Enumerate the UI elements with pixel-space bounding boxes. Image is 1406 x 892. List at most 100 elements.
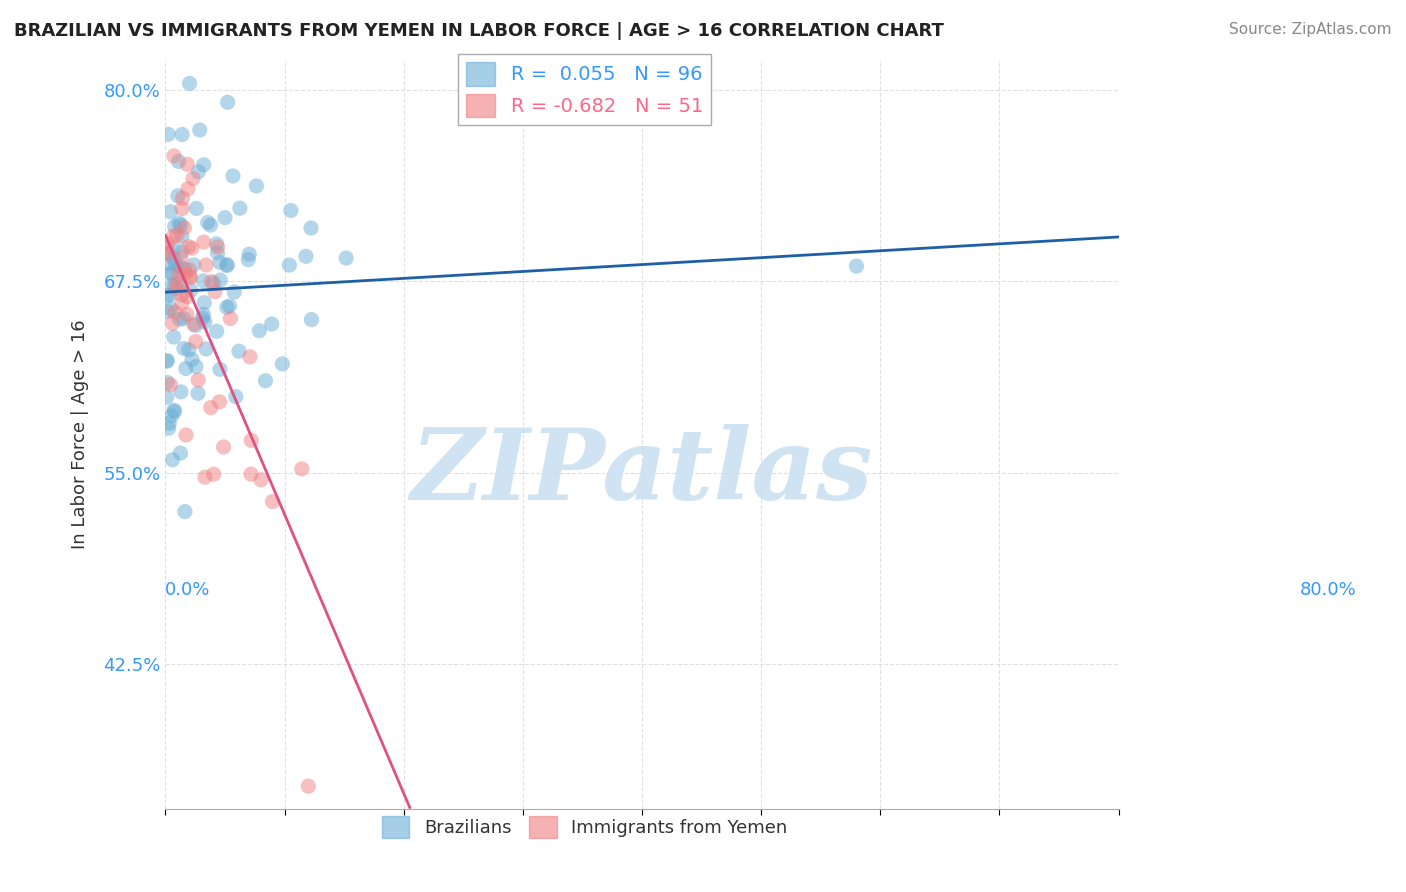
Immigrants from Yemen: [157, 236, 180, 251]
Immigrants from Yemen: [200, 275, 222, 289]
Brazilians: [254, 374, 277, 388]
Brazilians: [163, 219, 186, 234]
Text: Source: ZipAtlas.com: Source: ZipAtlas.com: [1229, 22, 1392, 37]
Brazilians: [177, 343, 200, 357]
Brazilians: [157, 417, 180, 431]
Brazilians: [156, 353, 179, 368]
Immigrants from Yemen: [155, 241, 177, 255]
Immigrants from Yemen: [162, 316, 184, 330]
Brazilians: [215, 258, 238, 272]
Brazilians: [169, 277, 191, 291]
Brazilians: [155, 354, 177, 368]
Brazilians: [162, 252, 184, 266]
Brazilians: [202, 276, 225, 290]
Brazilians: [163, 242, 186, 256]
Immigrants from Yemen: [181, 171, 204, 186]
Brazilians: [195, 342, 218, 356]
Brazilians: [172, 128, 194, 142]
Immigrants from Yemen: [176, 308, 198, 322]
Immigrants from Yemen: [240, 467, 263, 482]
Brazilians: [229, 201, 252, 215]
Brazilians: [187, 386, 209, 401]
Immigrants from Yemen: [163, 305, 186, 319]
Brazilians: [173, 342, 195, 356]
Immigrants from Yemen: [262, 494, 284, 508]
Brazilians: [169, 446, 191, 460]
Brazilians: [157, 128, 180, 142]
Brazilians: [163, 403, 186, 417]
Immigrants from Yemen: [170, 202, 193, 216]
Brazilians: [156, 304, 179, 318]
Brazilians: [197, 215, 219, 229]
Immigrants from Yemen: [219, 311, 242, 326]
Brazilians: [193, 274, 215, 288]
Text: 0.0%: 0.0%: [166, 581, 211, 599]
Text: 80.0%: 80.0%: [1301, 581, 1357, 599]
Brazilians: [224, 285, 246, 299]
Brazilians: [335, 251, 357, 265]
Brazilians: [184, 318, 207, 333]
Brazilians: [208, 362, 231, 376]
Brazilians: [299, 221, 322, 235]
Brazilians: [222, 169, 245, 183]
Brazilians: [159, 266, 181, 280]
Brazilians: [163, 330, 186, 344]
Brazilians: [208, 255, 231, 269]
Immigrants from Yemen: [173, 220, 195, 235]
Immigrants from Yemen: [240, 434, 263, 448]
Brazilians: [179, 77, 201, 91]
Immigrants from Yemen: [195, 258, 218, 272]
Y-axis label: In Labor Force | Age > 16: In Labor Force | Age > 16: [72, 319, 89, 549]
Immigrants from Yemen: [179, 269, 201, 284]
Brazilians: [209, 273, 232, 287]
Brazilians: [173, 311, 195, 326]
Brazilians: [194, 315, 217, 329]
Brazilians: [155, 390, 177, 404]
Brazilians: [160, 267, 183, 281]
Brazilians: [238, 252, 260, 267]
Immigrants from Yemen: [200, 401, 222, 415]
Brazilians: [160, 409, 183, 423]
Immigrants from Yemen: [159, 377, 181, 392]
Legend: Brazilians, Immigrants from Yemen: Brazilians, Immigrants from Yemen: [375, 809, 794, 845]
Immigrants from Yemen: [184, 334, 207, 349]
Immigrants from Yemen: [212, 440, 235, 454]
Brazilians: [193, 295, 215, 310]
Immigrants from Yemen: [179, 271, 201, 285]
Immigrants from Yemen: [183, 318, 205, 332]
Immigrants from Yemen: [167, 267, 190, 281]
Immigrants from Yemen: [174, 428, 197, 442]
Brazilians: [225, 390, 247, 404]
Immigrants from Yemen: [207, 240, 229, 254]
Brazilians: [170, 244, 193, 259]
Brazilians: [163, 404, 186, 418]
Brazilians: [157, 246, 180, 260]
Immigrants from Yemen: [204, 285, 226, 299]
Brazilians: [217, 95, 239, 110]
Text: BRAZILIAN VS IMMIGRANTS FROM YEMEN IN LABOR FORCE | AGE > 16 CORRELATION CHART: BRAZILIAN VS IMMIGRANTS FROM YEMEN IN LA…: [14, 22, 943, 40]
Brazilians: [271, 357, 294, 371]
Brazilians: [173, 262, 195, 277]
Brazilians: [214, 211, 236, 225]
Brazilians: [163, 279, 186, 293]
Immigrants from Yemen: [297, 779, 319, 793]
Brazilians: [169, 260, 191, 274]
Brazilians: [188, 123, 211, 137]
Brazilians: [278, 258, 301, 272]
Brazilians: [183, 258, 205, 272]
Immigrants from Yemen: [177, 240, 200, 254]
Brazilians: [215, 300, 238, 314]
Brazilians: [260, 317, 283, 331]
Brazilians: [170, 229, 193, 244]
Brazilians: [191, 311, 214, 326]
Brazilians: [170, 218, 193, 232]
Brazilians: [280, 203, 302, 218]
Immigrants from Yemen: [208, 394, 231, 409]
Brazilians: [181, 352, 204, 367]
Brazilians: [157, 257, 180, 271]
Immigrants from Yemen: [172, 191, 194, 205]
Brazilians: [162, 277, 184, 292]
Brazilians: [167, 154, 190, 169]
Brazilians: [169, 312, 191, 326]
Immigrants from Yemen: [291, 462, 314, 476]
